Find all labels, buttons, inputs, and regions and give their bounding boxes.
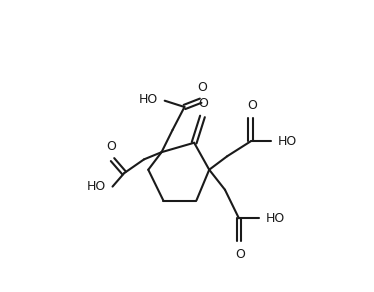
Text: HO: HO bbox=[87, 180, 106, 193]
Text: O: O bbox=[107, 140, 116, 153]
Text: O: O bbox=[197, 81, 208, 94]
Text: HO: HO bbox=[266, 212, 285, 225]
Text: O: O bbox=[199, 97, 209, 110]
Text: HO: HO bbox=[139, 93, 158, 106]
Text: HO: HO bbox=[278, 135, 297, 148]
Text: O: O bbox=[235, 248, 245, 261]
Text: O: O bbox=[247, 99, 257, 112]
